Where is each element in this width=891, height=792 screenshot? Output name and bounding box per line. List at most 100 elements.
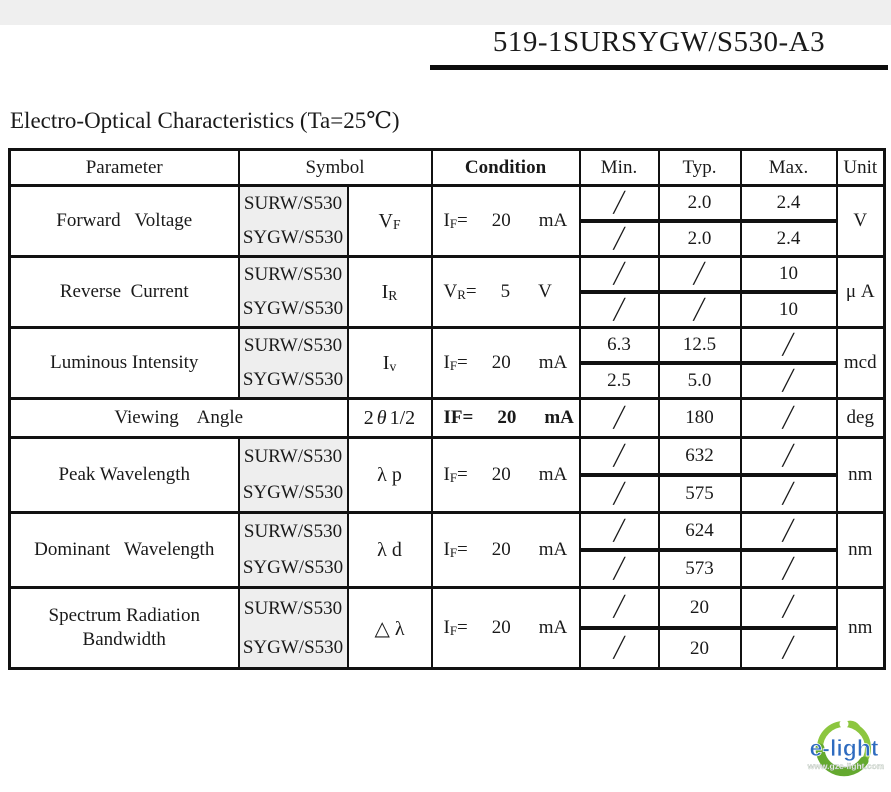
- unit-cell: deg: [835, 397, 886, 439]
- symbol-cell: λ d: [346, 511, 433, 589]
- table-row: Reverse Current SURW/S530 SYGW/S530 IR V…: [8, 255, 886, 329]
- condition-cell: IF= 20 mA: [430, 184, 581, 258]
- condition-cell: IF= 20 mA: [430, 436, 581, 514]
- variant-label: SYGW/S530: [242, 637, 344, 658]
- typ-cell: 632: [657, 436, 742, 477]
- condition-cell: IF= 20 mA: [430, 397, 581, 439]
- min-cell: /: [578, 184, 660, 223]
- variant-cell: SURW/S530 SYGW/S530: [237, 255, 349, 329]
- header-condition: Condition: [430, 148, 581, 187]
- characteristics-table-wrap: Parameter Symbol Condition Min. Typ. Max…: [8, 148, 886, 670]
- max-cell: /: [739, 511, 838, 552]
- header-symbol: Symbol: [237, 148, 433, 187]
- max-cell: /: [739, 474, 838, 514]
- max-cell: 2.4: [739, 184, 838, 223]
- param-cell: Viewing Angle: [8, 397, 349, 439]
- typ-cell: 2.0: [657, 220, 742, 258]
- table-subrow: / 2.0 2.4: [10, 220, 885, 258]
- title-underline: [430, 65, 888, 70]
- symbol-cell: 2 θ 1/2: [346, 397, 433, 439]
- max-cell: /: [739, 586, 838, 630]
- min-cell: /: [578, 549, 660, 589]
- min-cell: /: [578, 627, 660, 670]
- header-min: Min.: [578, 148, 660, 187]
- variant-label: SURW/S530: [243, 446, 343, 467]
- min-cell: /: [578, 474, 660, 514]
- typ-cell: 180: [657, 397, 742, 439]
- symbol-cell: IR: [346, 255, 433, 329]
- typ-cell: /: [657, 255, 742, 294]
- unit-cell: nm: [835, 436, 886, 514]
- variant-cell: SURW/S530 SYGW/S530: [237, 184, 349, 258]
- variant-label: SURW/S530: [243, 264, 343, 285]
- typ-cell: 20: [657, 586, 742, 630]
- scan-edge-strip: [0, 0, 891, 25]
- min-cell: /: [578, 220, 660, 258]
- typ-cell: /: [657, 291, 742, 329]
- header-max: Max.: [739, 148, 838, 187]
- variant-cell: SURW/S530 SYGW/S530: [237, 436, 349, 514]
- max-cell: 10: [739, 291, 838, 329]
- table-subrow: / 573 /: [10, 549, 885, 589]
- part-number-title: 519-1SURSYGW/S530-A3: [492, 26, 826, 58]
- logo-sun-icon: [839, 719, 849, 729]
- param-cell: Luminous Intensity: [8, 326, 240, 400]
- variant-label: SYGW/S530: [242, 227, 344, 248]
- variant-cell: SURW/S530 SYGW/S530: [237, 326, 349, 400]
- condition-cell: VR= 5 V: [430, 255, 581, 329]
- param-cell: Forward Voltage: [8, 184, 240, 258]
- max-cell: 10: [739, 255, 838, 294]
- header-parameter: Parameter: [8, 148, 240, 187]
- unit-cell: μ A: [835, 255, 886, 329]
- min-cell: /: [578, 436, 660, 477]
- max-cell: 2.4: [739, 220, 838, 258]
- max-cell: /: [739, 397, 838, 439]
- condition-cell: IF= 20 mA: [430, 511, 581, 589]
- symbol-cell: λ p: [346, 436, 433, 514]
- min-cell: 6.3: [578, 326, 660, 365]
- condition-cell: IF= 20 mA: [430, 326, 581, 400]
- table-row: Luminous Intensity SURW/S530 SYGW/S530 I…: [8, 326, 886, 400]
- logo-website-text: www.gze-light.com: [807, 761, 885, 771]
- max-cell: /: [739, 436, 838, 477]
- variant-label: SYGW/S530: [242, 369, 344, 390]
- symbol-cell: Iv: [346, 326, 433, 400]
- header-unit: Unit: [835, 148, 886, 187]
- variant-label: SURW/S530: [243, 193, 343, 214]
- unit-cell: V: [835, 184, 886, 258]
- condition-cell: IF= 20 mA: [430, 586, 581, 670]
- table-row: Spectrum Radiation Bandwidth SURW/S530 S…: [8, 586, 886, 670]
- max-cell: /: [739, 627, 838, 670]
- symbol-cell: VF: [346, 184, 433, 258]
- characteristics-table: Parameter Symbol Condition Min. Typ. Max…: [8, 148, 886, 670]
- table-row: Forward Voltage SURW/S530 SYGW/S530 VF I…: [8, 184, 886, 258]
- max-cell: /: [739, 549, 838, 589]
- table-row: Viewing Angle 2 θ 1/2 IF= 20 mA / 180 / deg: [8, 397, 886, 439]
- max-cell: /: [739, 326, 838, 365]
- typ-cell: 5.0: [657, 362, 742, 400]
- typ-cell: 624: [657, 511, 742, 552]
- param-cell: Peak Wavelength: [8, 436, 240, 514]
- variant-label: SYGW/S530: [242, 298, 344, 319]
- section-heading: Electro-Optical Characteristics (Ta=25℃): [10, 108, 400, 133]
- unit-cell: nm: [835, 511, 886, 589]
- typ-cell: 575: [657, 474, 742, 514]
- header-typ: Typ.: [657, 148, 742, 187]
- table-row: Dominant Wavelength SURW/S530 SYGW/S530 …: [8, 511, 886, 589]
- company-logo: e-light www.gze-light.com: [798, 718, 890, 782]
- typ-cell: 2.0: [657, 184, 742, 223]
- variant-label: SURW/S530: [243, 598, 343, 619]
- param-cell: Spectrum Radiation Bandwidth: [8, 586, 240, 670]
- variant-cell: SURW/S530 SYGW/S530: [237, 586, 349, 670]
- variant-cell: SURW/S530 SYGW/S530: [237, 511, 349, 589]
- logo-ring-shadow: [815, 743, 869, 777]
- table-subrow: 2.5 5.0 /: [10, 362, 885, 400]
- variant-label: SYGW/S530: [242, 557, 344, 578]
- unit-cell: mcd: [835, 326, 886, 400]
- max-cell: /: [739, 362, 838, 400]
- table-row: Peak Wavelength SURW/S530 SYGW/S530 λ p …: [8, 436, 886, 514]
- variant-label: SURW/S530: [243, 521, 343, 542]
- variant-label: SURW/S530: [243, 335, 343, 356]
- min-cell: /: [578, 586, 660, 630]
